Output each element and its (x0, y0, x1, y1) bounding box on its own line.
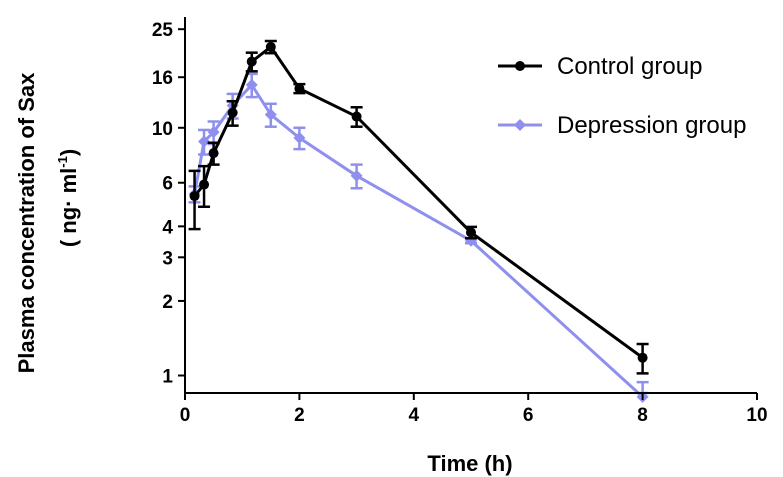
legend: Control group Depression group (498, 53, 746, 139)
y-tick-label: 1 (162, 367, 173, 388)
y-tick-label: 10 (152, 119, 173, 140)
series-control (188, 39, 649, 375)
x-tick-label: 10 (746, 405, 767, 426)
data-point (198, 135, 211, 148)
x-tick-label: 0 (180, 405, 191, 426)
data-point (466, 227, 476, 238)
legend-marker (514, 119, 526, 131)
y-tick-label: 4 (162, 217, 173, 238)
data-point (246, 56, 257, 67)
data-point (264, 108, 277, 121)
y-axis-unit-sup: -1 (55, 156, 70, 168)
data-point (293, 131, 306, 144)
x-tick-label: 8 (637, 405, 648, 426)
y-tick-label: 3 (162, 248, 173, 269)
y-tick-label: 16 (152, 68, 173, 89)
x-tick-label: 6 (523, 405, 534, 426)
y-axis-title-group: Plasma concentration of Sax (14, 72, 39, 374)
y-tick-label: 6 (162, 174, 173, 195)
data-point (265, 41, 276, 52)
series-line (193, 82, 644, 398)
data-point (294, 83, 305, 94)
y-axis-unit-suffix: ) (56, 149, 81, 156)
axes (184, 17, 757, 394)
data-point (208, 148, 219, 159)
x-axis-title: Time (h) (427, 451, 512, 476)
data-point (351, 111, 362, 122)
data-point (207, 126, 220, 139)
y-axis-unit-prefix: ( ng· ml (56, 168, 81, 247)
data-point (199, 179, 210, 190)
x-tick-label: 2 (294, 405, 305, 426)
data-point (227, 107, 238, 118)
legend-item-depression: Depression group (498, 112, 746, 139)
plot-area (188, 39, 649, 403)
data-point (350, 169, 363, 182)
y-axis-title: Plasma concentration of Sax (14, 72, 39, 374)
data-point (637, 352, 648, 363)
series-line (193, 44, 644, 359)
y-axis-unit-group: ( ng· ml-1) (55, 149, 81, 247)
data-point (189, 191, 200, 202)
legend-item-control: Control group (498, 53, 702, 80)
legend-marker (515, 61, 525, 71)
y-tick-label: 25 (152, 20, 174, 41)
legend-label: Depression group (557, 112, 746, 139)
x-tick-label: 4 (409, 405, 420, 426)
y-tick-label: 2 (162, 292, 173, 313)
y-axis-unit: ( ng· ml-1) (55, 149, 81, 247)
data-point (245, 78, 258, 91)
legend-label: Control group (557, 53, 702, 80)
